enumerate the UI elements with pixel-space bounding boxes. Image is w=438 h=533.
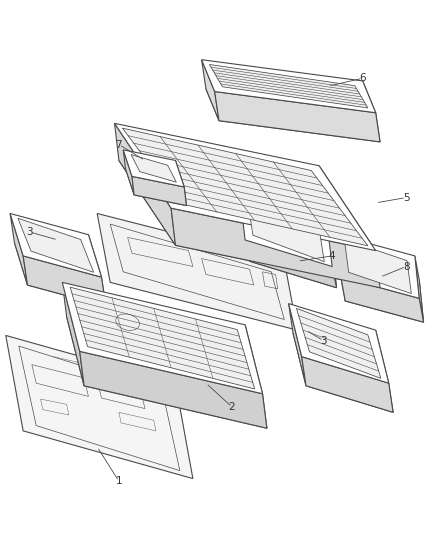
Polygon shape xyxy=(132,176,186,206)
Polygon shape xyxy=(67,317,267,428)
Text: 2: 2 xyxy=(229,402,235,412)
Text: 1: 1 xyxy=(116,477,122,486)
Polygon shape xyxy=(245,325,267,428)
Polygon shape xyxy=(201,60,376,113)
Polygon shape xyxy=(336,235,345,301)
Polygon shape xyxy=(171,208,380,288)
Polygon shape xyxy=(115,123,176,245)
Polygon shape xyxy=(328,229,336,288)
Polygon shape xyxy=(123,150,134,195)
Polygon shape xyxy=(88,235,106,306)
Polygon shape xyxy=(336,235,419,298)
Polygon shape xyxy=(245,224,336,288)
Polygon shape xyxy=(115,123,376,251)
Text: 7: 7 xyxy=(116,140,122,150)
Text: 6: 6 xyxy=(359,73,366,83)
Polygon shape xyxy=(97,214,297,330)
Polygon shape xyxy=(209,64,368,108)
Text: 5: 5 xyxy=(403,192,410,203)
Polygon shape xyxy=(62,282,262,394)
Polygon shape xyxy=(289,304,306,386)
Polygon shape xyxy=(32,227,84,261)
Polygon shape xyxy=(119,160,380,288)
Polygon shape xyxy=(341,259,424,322)
Polygon shape xyxy=(18,218,94,272)
Text: 3: 3 xyxy=(320,336,327,346)
Polygon shape xyxy=(215,92,380,142)
Polygon shape xyxy=(23,256,106,306)
Polygon shape xyxy=(70,287,254,389)
Polygon shape xyxy=(122,128,368,246)
Polygon shape xyxy=(10,214,102,277)
Polygon shape xyxy=(363,81,380,142)
Polygon shape xyxy=(62,282,84,386)
Polygon shape xyxy=(345,243,410,280)
Polygon shape xyxy=(245,240,336,288)
Polygon shape xyxy=(293,333,393,413)
Polygon shape xyxy=(341,277,424,322)
Text: 8: 8 xyxy=(403,262,410,271)
Polygon shape xyxy=(201,60,219,120)
Text: 3: 3 xyxy=(26,227,33,237)
Polygon shape xyxy=(241,203,332,266)
Polygon shape xyxy=(289,304,389,383)
Polygon shape xyxy=(80,351,267,428)
Polygon shape xyxy=(125,168,186,206)
Polygon shape xyxy=(302,357,393,413)
Polygon shape xyxy=(10,214,28,285)
Polygon shape xyxy=(376,330,393,413)
Polygon shape xyxy=(14,243,106,306)
Polygon shape xyxy=(297,309,381,378)
Polygon shape xyxy=(206,89,380,142)
Polygon shape xyxy=(131,155,177,182)
Polygon shape xyxy=(415,256,424,322)
Polygon shape xyxy=(249,208,324,262)
Polygon shape xyxy=(241,203,250,261)
Polygon shape xyxy=(319,166,380,288)
Polygon shape xyxy=(344,239,411,294)
Polygon shape xyxy=(176,160,186,206)
Text: 4: 4 xyxy=(329,251,336,261)
Polygon shape xyxy=(6,335,193,479)
Polygon shape xyxy=(123,150,184,187)
